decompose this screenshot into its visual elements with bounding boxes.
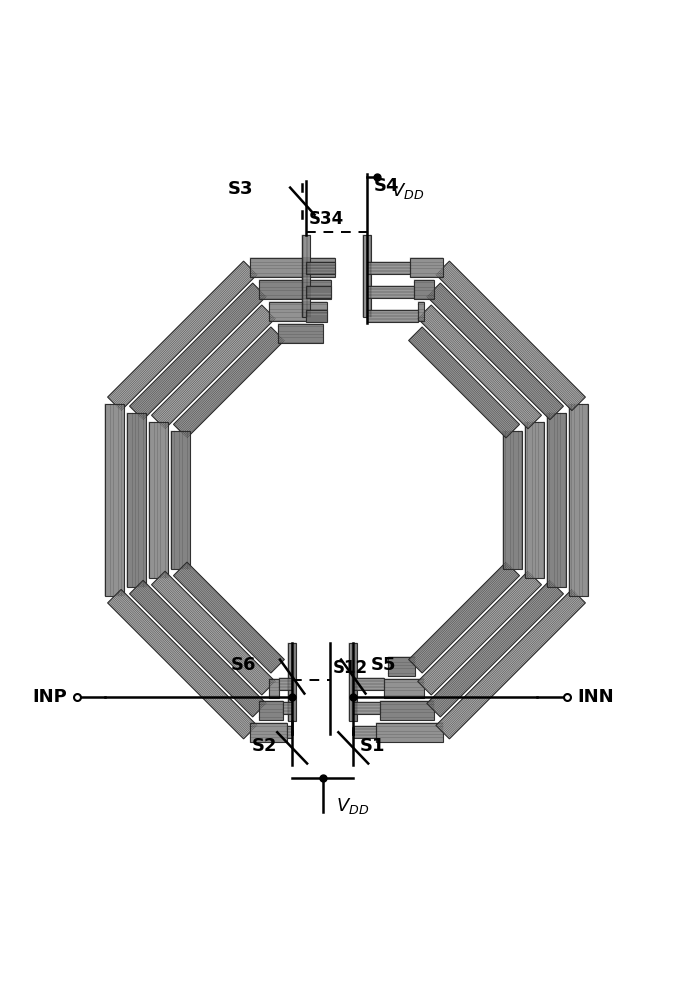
Text: INN: INN: [577, 688, 614, 706]
Polygon shape: [427, 580, 563, 717]
Polygon shape: [250, 723, 288, 742]
Text: S2: S2: [252, 737, 277, 755]
Polygon shape: [283, 702, 292, 714]
Polygon shape: [376, 723, 443, 742]
Polygon shape: [436, 261, 586, 411]
Text: S4: S4: [374, 177, 399, 195]
Text: S34: S34: [309, 210, 344, 228]
Text: S3: S3: [228, 180, 253, 198]
Polygon shape: [107, 261, 257, 411]
Polygon shape: [503, 431, 523, 569]
Polygon shape: [436, 589, 586, 739]
Polygon shape: [367, 262, 410, 274]
Polygon shape: [353, 678, 384, 690]
Polygon shape: [268, 302, 327, 321]
Polygon shape: [410, 258, 443, 277]
Polygon shape: [409, 327, 520, 438]
Polygon shape: [127, 413, 146, 587]
Text: S1: S1: [360, 737, 385, 755]
Polygon shape: [259, 701, 283, 720]
Polygon shape: [525, 422, 544, 578]
Polygon shape: [353, 726, 376, 738]
Polygon shape: [349, 643, 358, 721]
Polygon shape: [367, 286, 414, 298]
Polygon shape: [427, 283, 563, 420]
Polygon shape: [306, 286, 331, 298]
Polygon shape: [306, 310, 327, 322]
Polygon shape: [363, 235, 371, 317]
Polygon shape: [288, 643, 296, 721]
Polygon shape: [418, 305, 541, 429]
Polygon shape: [107, 589, 257, 739]
Polygon shape: [353, 702, 380, 714]
Polygon shape: [306, 262, 335, 274]
Text: S6: S6: [231, 656, 256, 674]
Polygon shape: [152, 305, 275, 429]
Polygon shape: [301, 235, 310, 317]
Text: S12: S12: [333, 659, 368, 677]
Polygon shape: [259, 280, 331, 299]
Polygon shape: [149, 422, 168, 578]
Polygon shape: [288, 726, 292, 738]
Text: $V_{DD}$: $V_{DD}$: [336, 796, 369, 816]
Polygon shape: [414, 280, 434, 299]
Polygon shape: [418, 571, 541, 695]
Polygon shape: [173, 327, 284, 438]
Polygon shape: [105, 404, 124, 596]
Polygon shape: [250, 258, 335, 277]
Polygon shape: [268, 679, 279, 698]
Polygon shape: [367, 310, 418, 322]
Text: S5: S5: [370, 656, 396, 674]
Polygon shape: [388, 657, 415, 676]
Polygon shape: [384, 679, 425, 698]
Polygon shape: [170, 431, 190, 569]
Polygon shape: [130, 283, 266, 420]
Polygon shape: [173, 562, 284, 673]
Polygon shape: [130, 580, 266, 717]
Polygon shape: [152, 571, 275, 695]
Polygon shape: [569, 404, 588, 596]
Polygon shape: [409, 562, 520, 673]
Polygon shape: [279, 678, 292, 690]
Polygon shape: [547, 413, 566, 587]
Text: $V_{DD}$: $V_{DD}$: [391, 181, 424, 201]
Polygon shape: [278, 324, 323, 343]
Polygon shape: [418, 302, 425, 321]
Polygon shape: [380, 701, 434, 720]
Text: INP: INP: [32, 688, 67, 706]
